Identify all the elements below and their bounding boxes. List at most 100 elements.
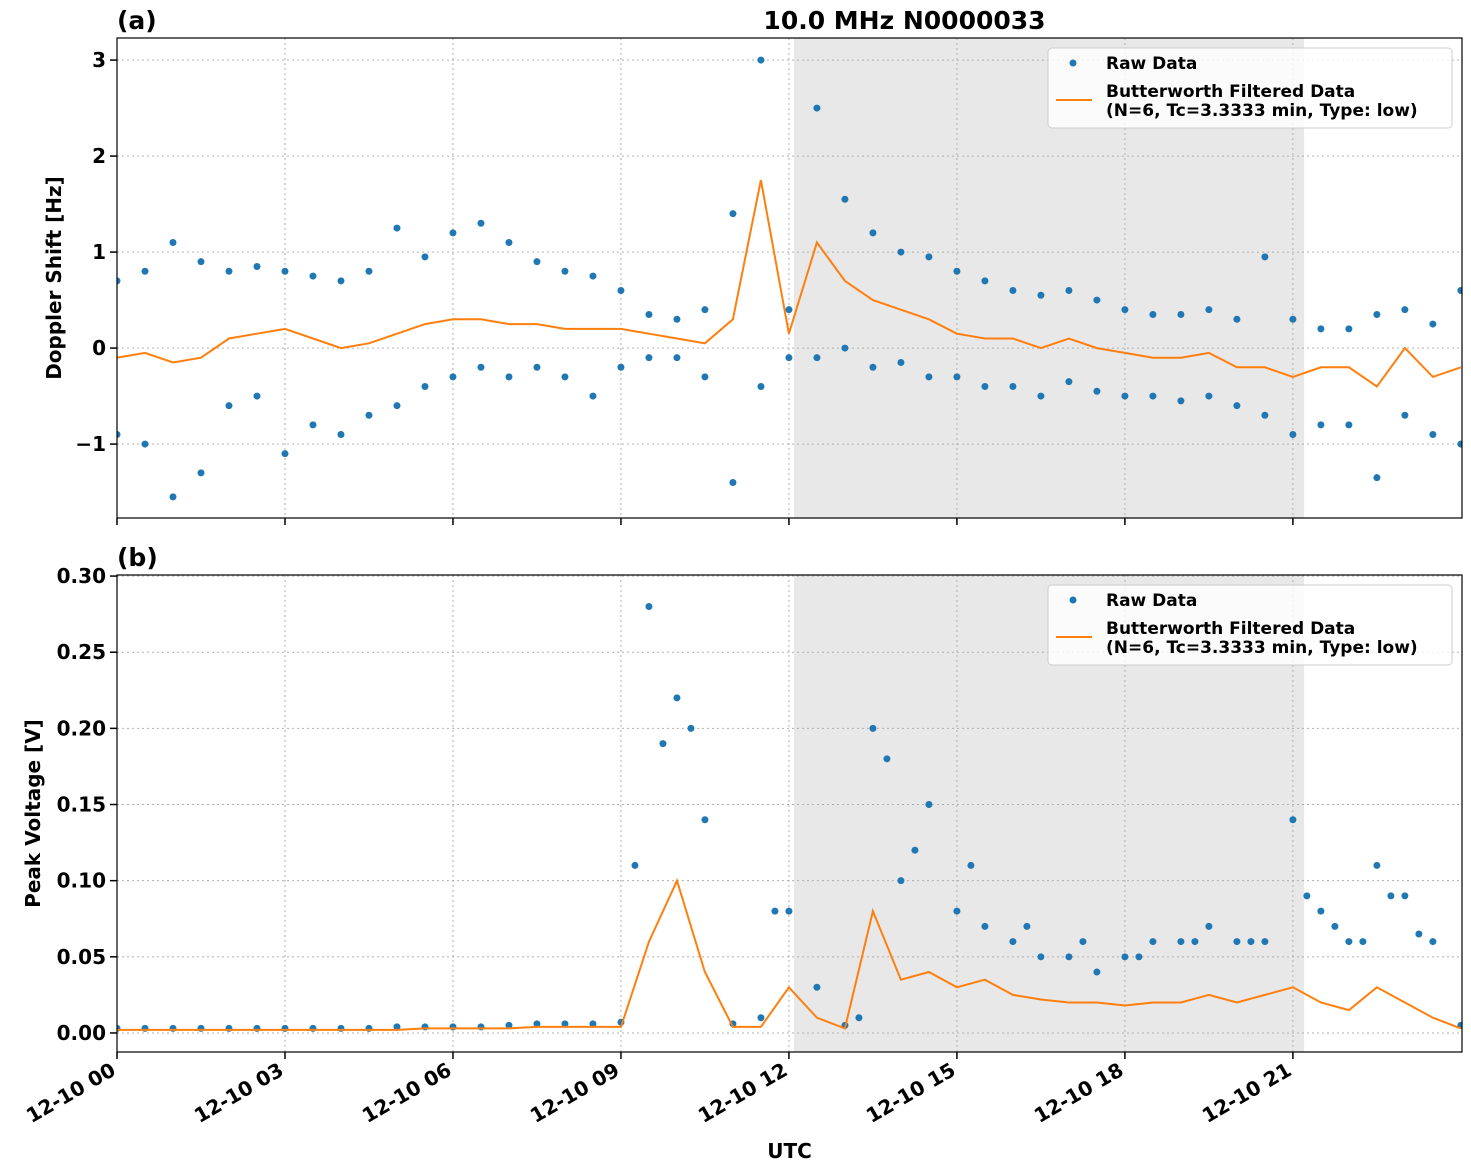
raw-point: [197, 469, 205, 477]
raw-point: [645, 310, 653, 318]
y-tick-label: 0.10: [57, 869, 106, 893]
raw-point: [897, 358, 905, 366]
raw-point: [953, 373, 961, 381]
raw-point: [1373, 861, 1381, 869]
legend-box: [1047, 47, 1453, 129]
raw-point: [1303, 892, 1311, 900]
raw-point: [1457, 286, 1462, 294]
raw-point: [505, 238, 513, 246]
raw-point: [1009, 938, 1017, 946]
raw-point: [981, 382, 989, 390]
y-tick-label: 0.25: [57, 640, 106, 664]
y-tick-label: 1: [92, 240, 106, 264]
raw-point: [813, 354, 821, 362]
raw-point: [1415, 930, 1423, 938]
y-tick-label: −1: [75, 432, 106, 456]
x-tick-label: 12-10 21: [1198, 1058, 1296, 1128]
chart-title: 10.0 MHz N0000033: [763, 6, 1045, 35]
raw-point: [1289, 816, 1297, 824]
raw-point: [1135, 953, 1143, 961]
raw-point: [197, 258, 205, 266]
raw-point: [477, 363, 485, 371]
raw-point: [1373, 474, 1381, 482]
raw-point: [897, 877, 905, 885]
filtered-line: [117, 877, 1462, 1031]
raw-point: [1331, 922, 1339, 930]
y-tick-label: 0.00: [57, 1021, 106, 1045]
raw-point: [1429, 430, 1437, 438]
raw-point: [1317, 907, 1325, 915]
raw-point: [117, 430, 121, 438]
raw-point: [785, 354, 793, 362]
raw-point: [1177, 938, 1185, 946]
raw-point: [953, 267, 961, 275]
raw-point: [1261, 411, 1269, 419]
raw-point: [533, 258, 541, 266]
raw-point: [1261, 938, 1269, 946]
legend-marker: [1069, 596, 1077, 604]
y-tick-label: 2: [92, 144, 106, 168]
raw-point: [1457, 440, 1462, 448]
legend-label: Butterworth Filtered Data (N=6, Tc=3.3333…: [1106, 82, 1418, 121]
raw-point: [673, 315, 681, 323]
raw-point: [673, 694, 681, 702]
x-tick-label: 12-10 12: [694, 1058, 792, 1128]
raw-point: [925, 373, 933, 381]
y-tick-label: 0: [92, 336, 106, 360]
x-axis-label: UTC: [767, 1139, 812, 1163]
raw-point: [505, 1021, 513, 1029]
raw-point: [687, 724, 695, 732]
raw-point: [421, 253, 429, 261]
raw-point: [1093, 968, 1101, 976]
raw-point: [169, 238, 177, 246]
raw-point: [449, 373, 457, 381]
axes-frame: [116, 574, 1463, 1053]
raw-point: [1233, 402, 1241, 410]
raw-point: [701, 373, 709, 381]
raw-point: [393, 1023, 401, 1031]
raw-point: [561, 267, 569, 275]
raw-point: [701, 306, 709, 314]
raw-point: [729, 210, 737, 218]
raw-point: [421, 382, 429, 390]
raw-point: [1121, 392, 1129, 400]
y-tick-label: 3: [92, 48, 106, 72]
raw-point: [1345, 938, 1353, 946]
raw-point: [477, 219, 485, 227]
raw-point: [841, 195, 849, 203]
axes-frame: [116, 37, 1463, 519]
raw-point: [1345, 325, 1353, 333]
y-axis-label: Peak Voltage [V]: [21, 719, 45, 908]
raw-point: [1317, 421, 1325, 429]
raw-point: [883, 755, 891, 763]
x-tick-label: 12-10 09: [526, 1058, 624, 1128]
raw-point: [701, 816, 709, 824]
raw-point: [1233, 315, 1241, 323]
raw-point: [449, 229, 457, 237]
raw-point: [1065, 953, 1073, 961]
legend-box: [1047, 584, 1453, 666]
raw-point: [141, 440, 149, 448]
raw-point: [645, 603, 653, 611]
y-tick-label: 0.05: [57, 945, 106, 969]
legend-label: Butterworth Filtered Data (N=6, Tc=3.3333…: [1106, 619, 1418, 658]
raw-point: [253, 262, 261, 270]
raw-point: [1191, 938, 1199, 946]
raw-point: [1149, 310, 1157, 318]
raw-point: [967, 861, 975, 869]
raw-point: [1345, 421, 1353, 429]
raw-point: [757, 382, 765, 390]
raw-point: [925, 801, 933, 809]
x-tick-label: 12-10 03: [190, 1058, 288, 1128]
y-tick-label: 0.20: [57, 716, 106, 740]
raw-point: [1009, 382, 1017, 390]
raw-point: [561, 1020, 569, 1028]
raw-point: [1037, 392, 1045, 400]
raw-point: [1261, 253, 1269, 261]
raw-point: [953, 907, 961, 915]
raw-point: [855, 1014, 863, 1022]
raw-point: [869, 363, 877, 371]
raw-point: [281, 450, 289, 458]
raw-point: [813, 983, 821, 991]
